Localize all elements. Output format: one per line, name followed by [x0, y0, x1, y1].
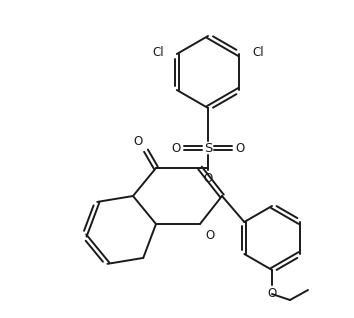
Text: O: O	[235, 142, 244, 155]
Text: Cl: Cl	[252, 45, 264, 59]
Text: O: O	[204, 172, 213, 185]
Text: S: S	[204, 142, 212, 155]
Text: O: O	[205, 229, 214, 242]
Text: O: O	[267, 287, 276, 300]
Text: Cl: Cl	[152, 45, 164, 59]
Text: O: O	[172, 142, 181, 155]
Text: O: O	[134, 135, 143, 148]
